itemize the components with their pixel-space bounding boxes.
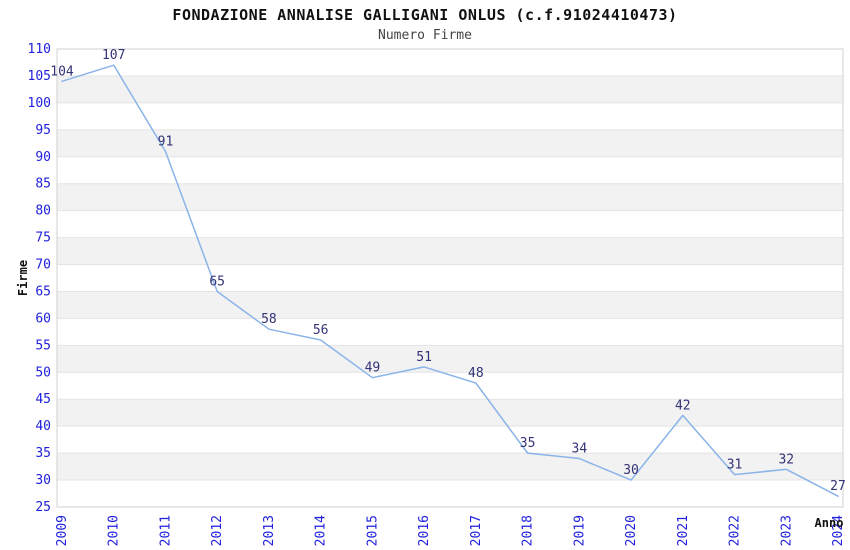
y-axis-title: Firme [16, 260, 30, 296]
x-tick-label: 2009 [55, 515, 70, 546]
point-label: 65 [209, 274, 225, 289]
x-axis-title: Anno [815, 516, 844, 530]
band-stripe [57, 183, 843, 211]
y-tick-label: 100 [28, 96, 51, 111]
y-tick-label: 45 [35, 392, 51, 407]
point-label: 35 [520, 436, 536, 451]
y-tick-label: 110 [28, 42, 51, 57]
x-tick-label: 2010 [107, 515, 122, 546]
x-tick-label: 2024 [831, 515, 846, 546]
point-label: 27 [830, 479, 846, 494]
point-label: 32 [778, 452, 794, 467]
y-tick-label: 40 [35, 419, 51, 434]
y-tick-label: 30 [35, 473, 51, 488]
band-stripe [57, 237, 843, 265]
y-tick-label: 105 [28, 69, 51, 84]
x-tick-label: 2023 [779, 515, 794, 546]
point-label: 48 [468, 366, 484, 381]
x-tick-label: 2021 [676, 515, 691, 546]
x-tick-label: 2020 [624, 515, 639, 546]
band-stripe [57, 75, 843, 103]
chart-subtitle: Numero Firme [378, 28, 472, 43]
y-tick-label: 75 [35, 231, 51, 246]
x-tick-label: 2013 [262, 515, 277, 546]
point-label: 56 [313, 323, 329, 338]
y-tick-label: 70 [35, 258, 51, 273]
point-label: 58 [261, 312, 277, 327]
y-tick-label: 50 [35, 365, 51, 380]
y-tick-label: 35 [35, 446, 51, 461]
plot-border [56, 48, 844, 508]
point-label: 34 [572, 442, 588, 457]
point-label: 104 [50, 64, 74, 79]
y-tick-label: 55 [35, 338, 51, 353]
band-stripe [57, 345, 843, 373]
x-tick-label: 2014 [314, 515, 329, 546]
band-stripe [57, 291, 843, 319]
x-tick-label: 2018 [521, 515, 536, 546]
chart-title: FONDAZIONE ANNALISE GALLIGANI ONLUS (c.f… [172, 6, 678, 24]
y-tick-label: 65 [35, 284, 51, 299]
x-tick-label: 2016 [417, 515, 432, 546]
x-tick-label: 2022 [728, 515, 743, 546]
y-tick-label: 90 [35, 150, 51, 165]
data-line [61, 64, 839, 497]
point-label: 91 [158, 134, 174, 149]
y-tick-label: 85 [35, 177, 51, 192]
x-tick-label: 2017 [469, 515, 484, 546]
band-stripe [57, 399, 843, 427]
point-label: 107 [102, 48, 125, 63]
x-tick-label: 2015 [365, 515, 380, 546]
y-tick-label: 95 [35, 123, 51, 138]
band-stripe [57, 453, 843, 481]
band-stripe [57, 129, 843, 157]
point-label: 31 [727, 458, 743, 473]
x-tick-label: 2011 [158, 515, 173, 546]
x-tick-label: 2019 [572, 515, 587, 546]
point-label: 42 [675, 398, 691, 413]
y-tick-label: 80 [35, 204, 51, 219]
y-tick-label: 25 [35, 500, 51, 515]
x-tick-label: 2012 [210, 515, 225, 546]
y-tick-label: 60 [35, 311, 51, 326]
point-label: 30 [623, 463, 639, 478]
point-label: 51 [416, 350, 432, 365]
point-label: 49 [365, 361, 381, 376]
